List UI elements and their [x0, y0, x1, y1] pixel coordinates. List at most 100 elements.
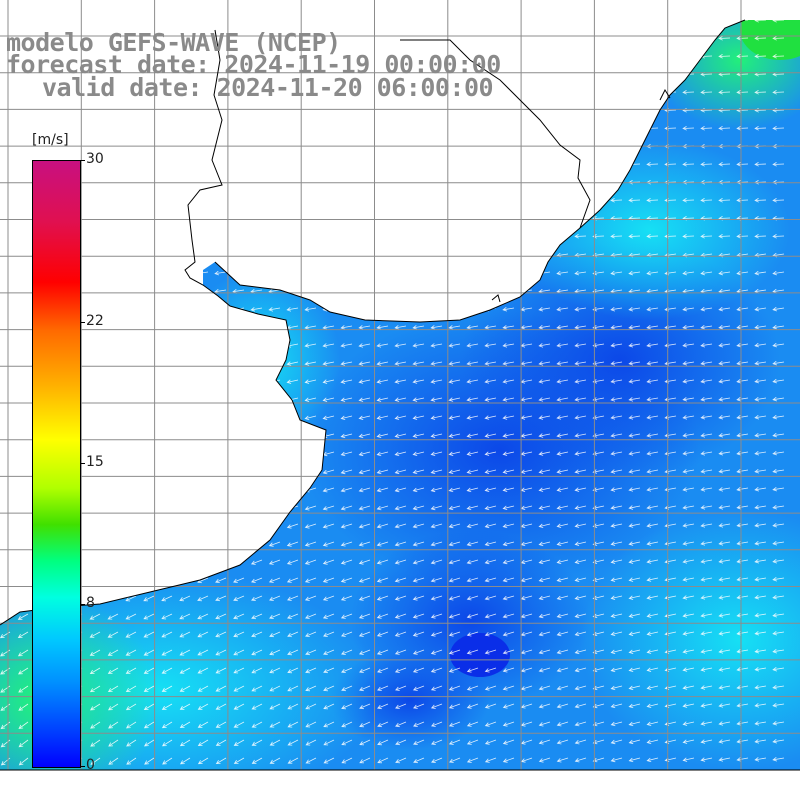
wind-arrow	[340, 20, 353, 23]
wind-arrow	[413, 721, 425, 727]
wind-arrow	[17, 631, 29, 639]
wind-arrow	[340, 451, 353, 457]
wind-arrow	[160, 505, 173, 511]
wind-arrow	[736, 360, 749, 366]
wind-arrow	[142, 433, 155, 439]
wind-arrow	[124, 270, 137, 276]
wind-arrow	[376, 361, 389, 366]
wind-arrow	[646, 415, 659, 420]
wind-arrow	[448, 379, 461, 384]
wind-arrow	[430, 234, 443, 239]
wind-arrow	[106, 234, 119, 239]
map-title: modelo GEFS-WAVE (NCEP)	[6, 28, 341, 57]
wind-arrow	[394, 306, 407, 312]
wind-arrow	[610, 559, 623, 564]
wind-arrow	[233, 703, 245, 710]
wind-arrow	[754, 540, 767, 546]
wind-arrow	[556, 379, 569, 384]
wind-arrow	[628, 595, 641, 600]
wind-arrow	[286, 523, 299, 529]
wind-arrow	[700, 613, 713, 618]
wind-arrow	[106, 379, 119, 385]
wind-arrow	[466, 577, 479, 583]
wind-arrow	[754, 486, 767, 492]
wind-arrow	[322, 198, 335, 203]
wind-arrow	[124, 234, 137, 239]
wind-arrow	[16, 198, 29, 203]
wind-arrow	[89, 613, 101, 620]
wind-arrow	[484, 270, 497, 276]
wind-arrow	[754, 234, 767, 239]
wind-arrow	[628, 559, 641, 564]
wind-arrow	[124, 126, 137, 131]
wind-arrow	[161, 577, 173, 584]
wind-arrow	[610, 451, 623, 456]
wind-arrow	[700, 595, 713, 600]
wind-arrow	[286, 361, 299, 366]
wind-arrow	[0, 559, 11, 566]
wind-arrow	[466, 469, 479, 474]
wind-arrow	[556, 126, 569, 131]
wind-arrow	[538, 415, 551, 420]
wind-arrow	[341, 685, 353, 692]
wind-arrow	[484, 343, 497, 348]
wind-arrow	[322, 162, 335, 167]
wind-arrow	[502, 721, 515, 727]
wind-arrow	[323, 667, 335, 674]
wind-arrow	[754, 414, 767, 420]
wind-arrow	[286, 198, 299, 203]
wind-arrow	[89, 703, 101, 711]
wind-arrow	[269, 739, 281, 746]
wind-arrow	[251, 757, 263, 764]
wind-arrow	[718, 703, 731, 708]
wind-arrow	[233, 631, 245, 638]
wind-arrow	[143, 739, 155, 747]
wind-arrow	[502, 685, 515, 691]
wind-arrow	[196, 307, 209, 312]
wind-arrow	[17, 541, 29, 548]
wind-arrow	[286, 270, 299, 276]
wind-arrow	[538, 126, 551, 131]
wind-arrow	[682, 90, 695, 95]
wind-arrow	[682, 757, 695, 762]
wind-arrow	[736, 270, 749, 276]
wind-arrow	[250, 180, 263, 185]
wind-arrow	[556, 54, 569, 59]
wind-arrow	[736, 649, 749, 654]
wind-arrow	[592, 595, 605, 600]
wind-arrow	[682, 703, 695, 708]
wind-arrow	[574, 234, 587, 239]
wind-arrow	[574, 595, 587, 601]
wind-arrow	[574, 631, 587, 637]
wind-arrow	[178, 505, 191, 511]
wind-arrow	[538, 397, 551, 402]
wind-arrow	[430, 559, 443, 565]
wind-arrow	[88, 180, 101, 185]
wind-arrow	[682, 36, 695, 41]
wind-arrow	[718, 414, 731, 420]
wind-arrow	[736, 378, 749, 384]
wind-arrow	[628, 451, 641, 456]
wind-arrow	[232, 541, 245, 547]
wind-arrow	[142, 270, 155, 276]
wind-arrow	[412, 523, 425, 529]
wind-arrow	[196, 325, 209, 330]
wind-arrow	[538, 20, 551, 23]
wind-arrow	[448, 325, 461, 330]
wind-arrow	[376, 397, 389, 402]
wind-arrow	[142, 307, 155, 312]
wind-arrow	[377, 757, 389, 764]
wind-arrow	[682, 577, 695, 582]
wind-arrow	[520, 180, 533, 185]
wind-arrow	[322, 379, 335, 384]
wind-arrow	[322, 487, 335, 493]
wind-arrow	[377, 739, 389, 746]
wind-arrow	[340, 180, 353, 185]
wind-arrow	[574, 541, 587, 546]
wind-arrow	[466, 523, 479, 529]
wind-arrow	[718, 378, 731, 384]
wind-arrow	[772, 54, 785, 59]
wind-arrow	[376, 541, 389, 547]
wind-arrow	[16, 361, 29, 366]
wind-arrow	[215, 685, 227, 692]
